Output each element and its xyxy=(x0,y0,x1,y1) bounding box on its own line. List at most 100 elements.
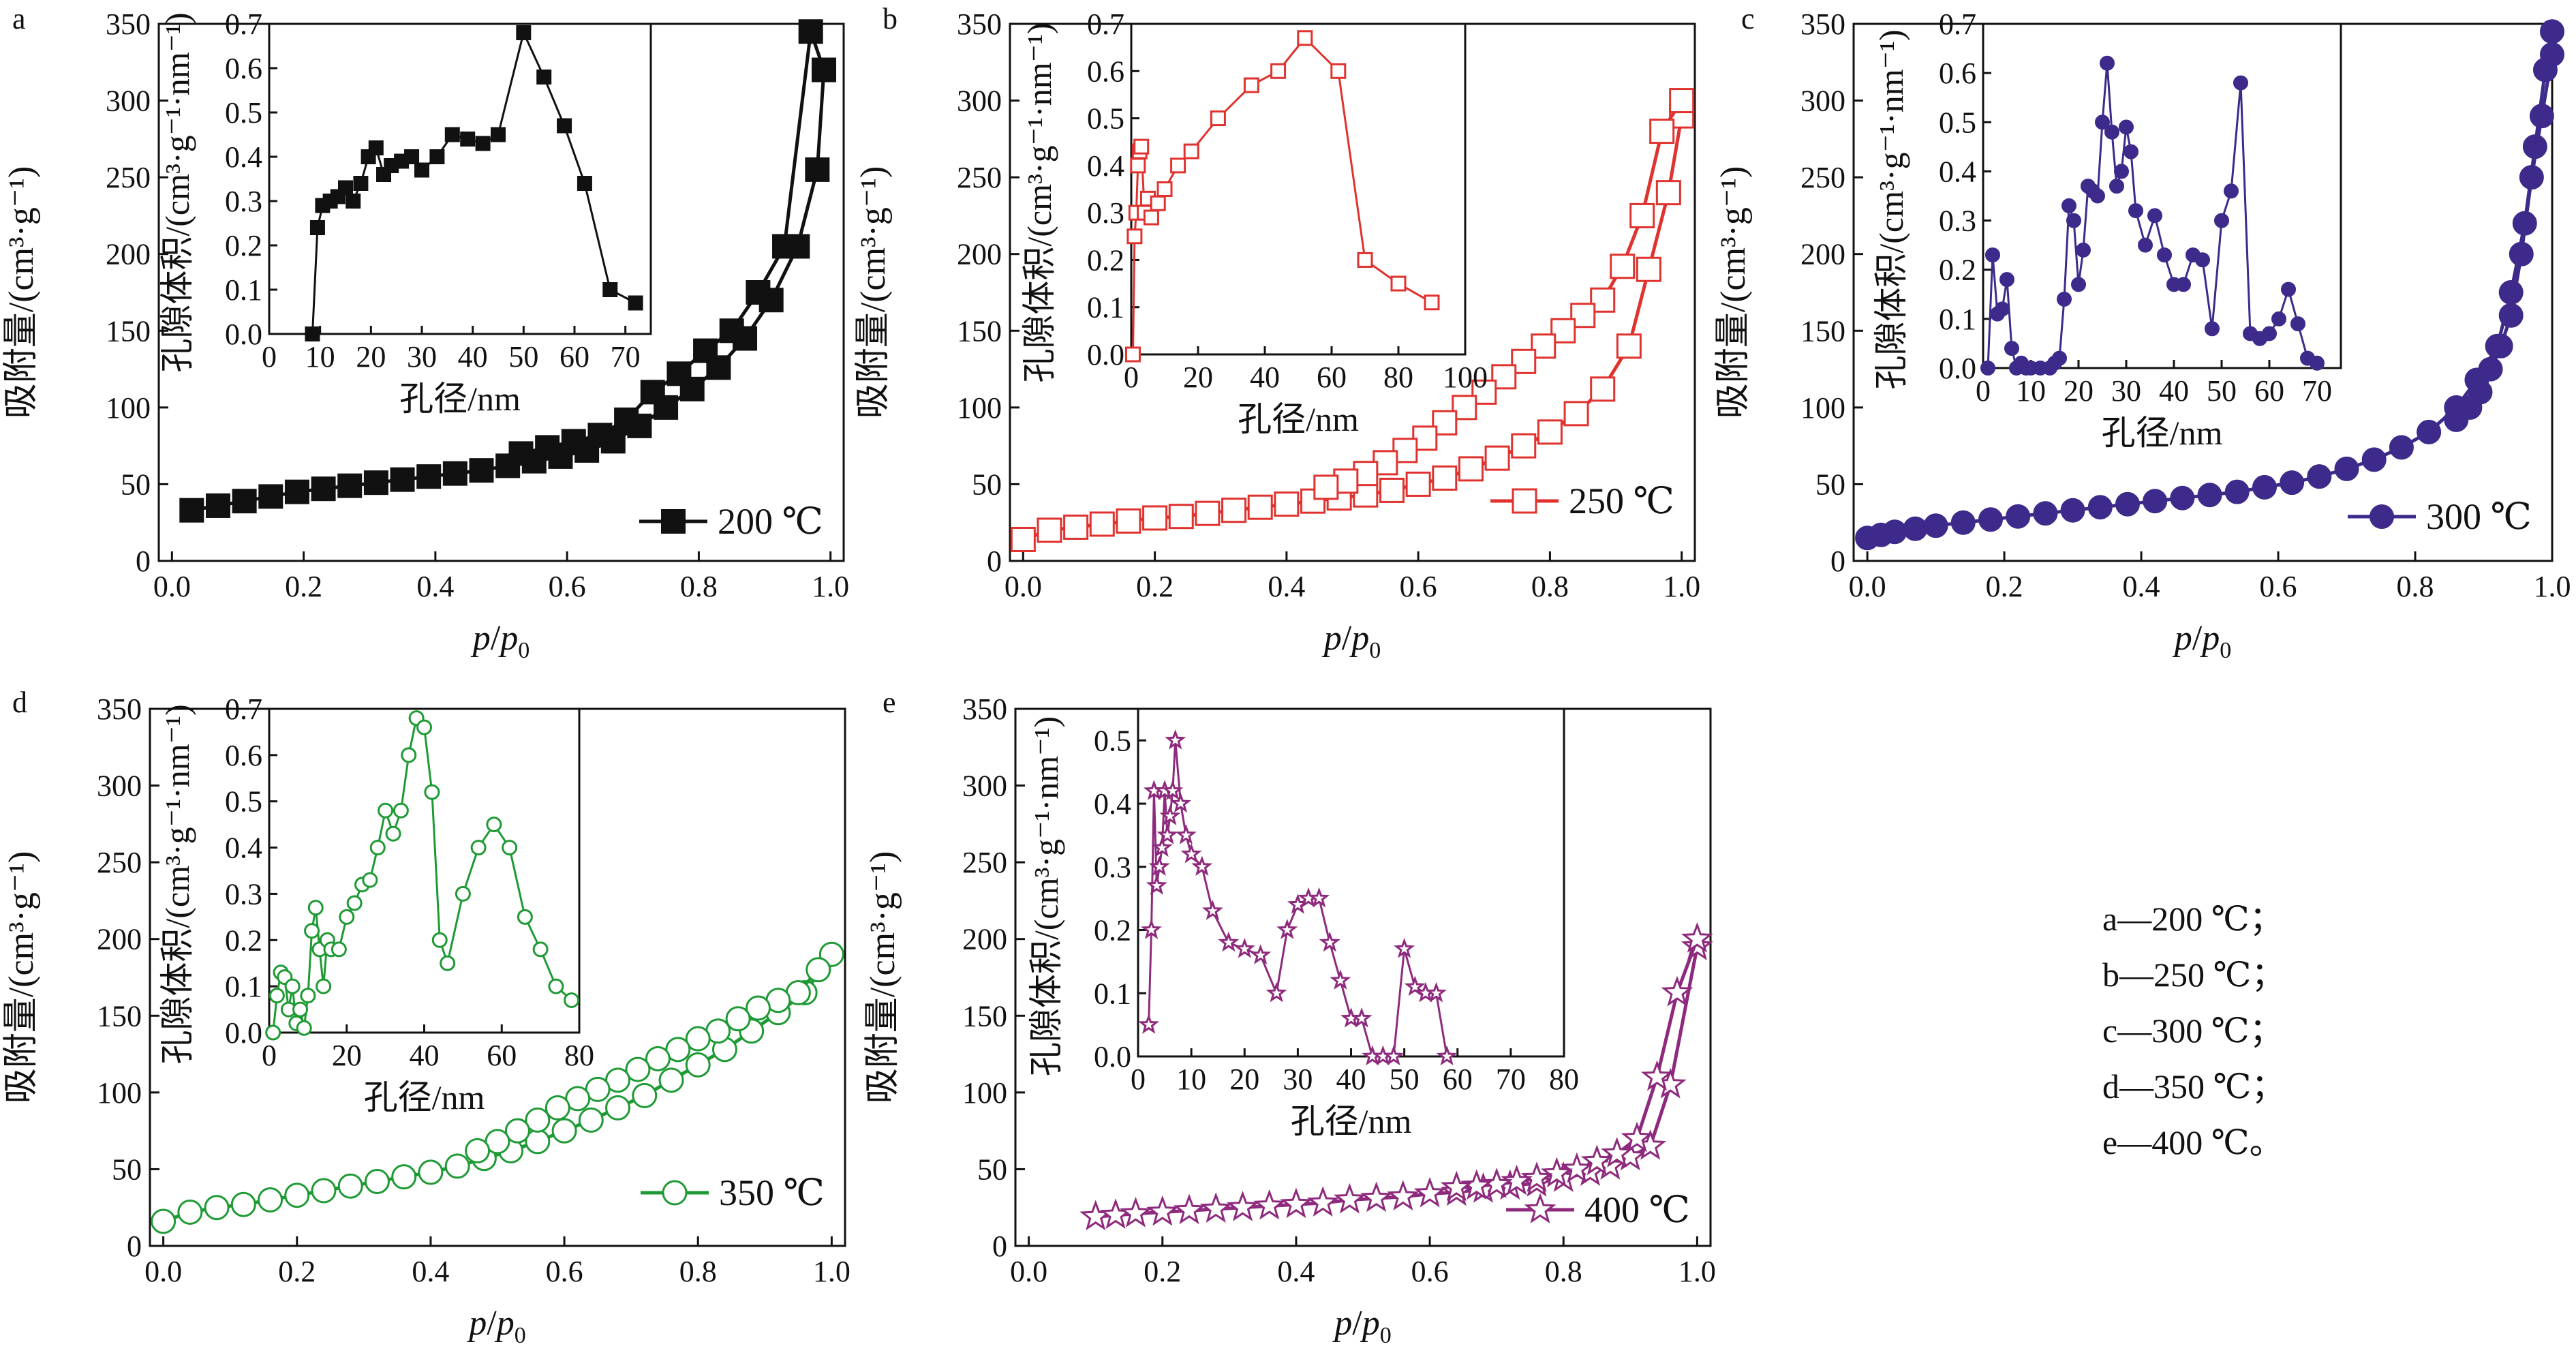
inset-x-tick-label: 60 xyxy=(2254,374,2284,408)
data-point xyxy=(346,194,361,209)
data-point xyxy=(1162,780,1184,800)
panel-a: a0.0 0.2 0.4 0.6 0.8 1.0050100150200250300350… xyxy=(2,2,849,663)
data-point xyxy=(2205,321,2220,337)
data-point xyxy=(2066,213,2081,228)
data-point xyxy=(1170,792,1191,813)
data-point xyxy=(2529,104,2554,129)
inset-x-tick-label: 40 xyxy=(458,340,488,374)
y-tick-label: 300 xyxy=(957,85,1002,118)
data-point xyxy=(805,157,830,182)
data-point xyxy=(1903,516,1928,541)
inset-y-tick-label: 0.3 xyxy=(1939,204,1976,238)
data-point xyxy=(1300,488,1326,514)
legend: 300 ℃ xyxy=(2348,496,2532,537)
data-point xyxy=(1143,209,1159,226)
y-tick-label: 100 xyxy=(962,1076,1007,1110)
data-point xyxy=(1655,180,1681,206)
inset-y-tick-label: 0.5 xyxy=(225,96,262,129)
legend-label: 250 ℃ xyxy=(1569,481,1674,521)
data-point xyxy=(561,429,586,454)
data-point xyxy=(337,1173,363,1199)
data-point xyxy=(491,127,506,142)
inset-x-tick-label: 10 xyxy=(1176,1063,1206,1096)
data-point xyxy=(1180,843,1202,864)
inset-x-tick-label: 20 xyxy=(1183,361,1213,394)
note-c: c—300 ℃； xyxy=(2102,1011,2284,1050)
data-point xyxy=(2281,281,2296,297)
data-point xyxy=(316,978,332,994)
y-tick-label: 350 xyxy=(97,692,142,726)
inset-x-tick-label: 60 xyxy=(487,1039,517,1072)
y-tick-label: 0 xyxy=(1830,545,1845,578)
data-point xyxy=(2170,485,2195,510)
data-point xyxy=(693,338,718,363)
data-point xyxy=(2252,474,2277,500)
x-label-sep: / xyxy=(2192,619,2203,658)
data-point xyxy=(2147,208,2162,224)
inset-y-tick-label: 0.2 xyxy=(225,924,262,957)
data-point xyxy=(353,176,369,191)
plot-frame xyxy=(1852,22,2554,562)
data-point xyxy=(1432,410,1458,436)
data-point xyxy=(1210,110,1226,127)
data-point xyxy=(2052,350,2067,366)
y-tick-label: 250 xyxy=(97,846,142,879)
inset-y-axis-label: 孔隙体积/(cm³·g⁻¹·nm⁻¹) xyxy=(1020,22,1058,382)
x-tick-label: 1.0 xyxy=(812,570,849,603)
y-tick-label: 200 xyxy=(962,923,1007,956)
data-point xyxy=(1243,77,1259,93)
data-point xyxy=(1436,1045,1458,1066)
data-point xyxy=(1511,348,1537,374)
inset-x-tick-label: 80 xyxy=(1549,1063,1579,1096)
data-point xyxy=(2290,316,2305,332)
data-point xyxy=(431,932,448,948)
data-point xyxy=(587,423,613,448)
legend-label: 400 ℃ xyxy=(1584,1189,1690,1230)
inset-y-tick-label: 0.4 xyxy=(225,832,262,865)
x-tick-label: 0.0 xyxy=(1005,570,1042,603)
data-point xyxy=(812,57,837,82)
inset-y-tick-label: 0.3 xyxy=(225,185,262,218)
y-tick-label: 150 xyxy=(97,999,142,1033)
data-point xyxy=(416,464,442,489)
inset-y-tick-label: 0.1 xyxy=(225,970,262,1003)
inset-y-tick-label: 0.6 xyxy=(1087,55,1124,88)
data-point xyxy=(2006,504,2031,529)
data-point xyxy=(1563,401,1589,427)
data-point xyxy=(2100,55,2115,71)
inset-y-tick-label: 0.6 xyxy=(1939,57,1976,90)
data-point xyxy=(1330,63,1347,79)
data-point xyxy=(632,1082,658,1108)
x-label-p: p xyxy=(466,1304,487,1343)
data-point xyxy=(1250,944,1272,964)
inset-x-tick-label: 80 xyxy=(564,1039,594,1072)
inset-y-tick-label: 0.5 xyxy=(1939,106,1976,139)
inset-x-axis-label: 孔径/nm xyxy=(364,1078,485,1116)
inset-y-tick-label: 0.1 xyxy=(1087,291,1124,324)
panel-label: d xyxy=(12,686,27,719)
data-point xyxy=(1280,1187,1313,1219)
data-point xyxy=(1424,294,1440,311)
data-point xyxy=(1195,500,1221,526)
data-point xyxy=(1524,1193,1557,1223)
data-point xyxy=(204,1195,230,1221)
inset-x-tick-label: 20 xyxy=(356,340,386,374)
data-point xyxy=(284,479,309,504)
data-point xyxy=(2334,456,2359,481)
data-point xyxy=(1165,729,1186,750)
data-point xyxy=(525,1107,551,1133)
data-point xyxy=(364,1168,390,1194)
y-axis-label: 吸附量/(cm³·g⁻¹) xyxy=(863,851,902,1104)
inset-y-axis-label: 孔隙体积/(cm³·g⁻¹·nm⁻¹) xyxy=(158,12,196,372)
data-point xyxy=(307,900,324,916)
data-point xyxy=(1233,938,1255,958)
data-point xyxy=(444,127,460,142)
x-tick-label: 0.0 xyxy=(144,1255,182,1288)
data-point xyxy=(296,1020,312,1036)
data-point xyxy=(486,817,502,833)
data-point xyxy=(1458,456,1484,482)
data-point xyxy=(1590,376,1616,402)
inset-x-tick-label: 80 xyxy=(1383,361,1413,394)
data-point xyxy=(1923,513,1948,538)
data-point xyxy=(460,132,476,147)
